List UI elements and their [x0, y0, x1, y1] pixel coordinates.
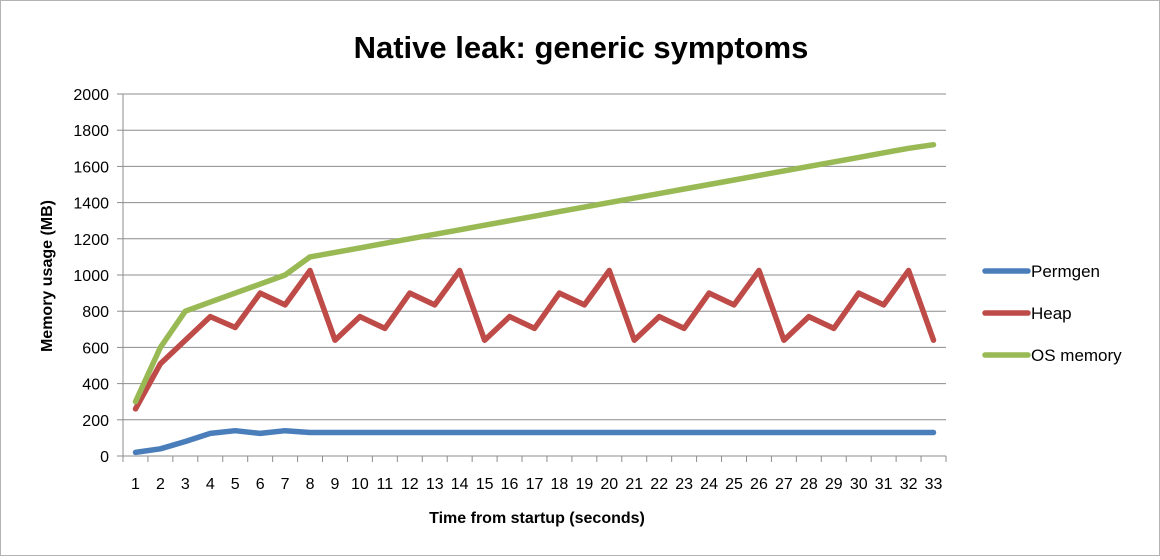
y-tick-labels: 0 200 400 600 800 1000 1200 1400 1600 1800 2000 [73, 87, 109, 466]
series-line-heap [132, 267, 937, 412]
x-tick-label: 13 [426, 476, 444, 493]
x-tick-label: 15 [476, 476, 494, 493]
x-tick-label: 17 [526, 476, 544, 493]
x-tick-label: 33 [925, 476, 943, 493]
y-tick-label: 400 [82, 377, 109, 394]
x-tick-label: 16 [501, 476, 519, 493]
x-tick-label: 19 [575, 476, 593, 493]
legend: Permgen Heap OS memory [982, 262, 1122, 365]
x-tick-label: 24 [700, 476, 718, 493]
x-tick-label: 9 [331, 476, 340, 493]
x-tick-label: 28 [800, 476, 818, 493]
x-tick-label: 29 [825, 476, 843, 493]
y-tick-label: 200 [82, 413, 109, 430]
chart-title: Native leak: generic symptoms [354, 30, 809, 65]
x-tick-label: 3 [181, 476, 190, 493]
series-line-os-memory [132, 141, 937, 405]
y-tick-label: 1800 [73, 123, 109, 140]
x-tick-label: 26 [750, 476, 768, 493]
x-tick-label: 2 [156, 476, 165, 493]
x-tick-label: 10 [351, 476, 369, 493]
gridlines [123, 93, 946, 421]
x-tick-label: 30 [850, 476, 868, 493]
y-tick-label: 0 [100, 449, 109, 466]
x-tick-label: 6 [256, 476, 265, 493]
y-tick-label: 2000 [73, 87, 109, 104]
y-tick-label: 800 [82, 304, 109, 321]
x-tick-label: 18 [551, 476, 569, 493]
x-axis-label: Time from startup (seconds) [429, 510, 645, 527]
x-tick-label: 11 [377, 476, 394, 493]
x-tick-label: 23 [675, 476, 693, 493]
x-tick-label: 1 [131, 476, 140, 493]
legend-label: Heap [1031, 304, 1072, 323]
x-tick-label: 5 [231, 476, 240, 493]
series-lines [132, 141, 937, 456]
x-tick-label: 27 [775, 476, 793, 493]
x-tick-label: 31 [875, 476, 893, 493]
y-tick-label: 1000 [73, 268, 109, 285]
x-tick-label: 22 [650, 476, 668, 493]
y-tick-label: 1200 [73, 232, 109, 249]
legend-label: Permgen [1031, 262, 1100, 281]
y-axis-label: Memory usage (MB) [39, 200, 56, 352]
x-tick-label: 4 [206, 476, 215, 493]
x-tick-labels: 1 2 3 4 5 6 7 8 9 10 11 12 13 14 15 16 17 18 19 20 21 22 23 24 2… [131, 476, 943, 493]
x-tick-label: 12 [401, 476, 419, 493]
series-line-permgen [132, 427, 937, 456]
x-tick-label: 8 [306, 476, 315, 493]
legend-label: OS memory [1031, 346, 1122, 365]
x-tick-label: 25 [725, 476, 743, 493]
x-tick-label: 20 [600, 476, 618, 493]
y-tick-label: 1400 [73, 196, 109, 213]
y-tick-label: 600 [82, 340, 109, 357]
x-tick-label: 32 [900, 476, 918, 493]
x-tick-label: 14 [451, 476, 469, 493]
x-tick-label: 21 [625, 476, 643, 493]
y-tick-label: 1600 [73, 159, 109, 176]
axes [117, 93, 947, 462]
x-tick-label: 7 [281, 476, 290, 493]
